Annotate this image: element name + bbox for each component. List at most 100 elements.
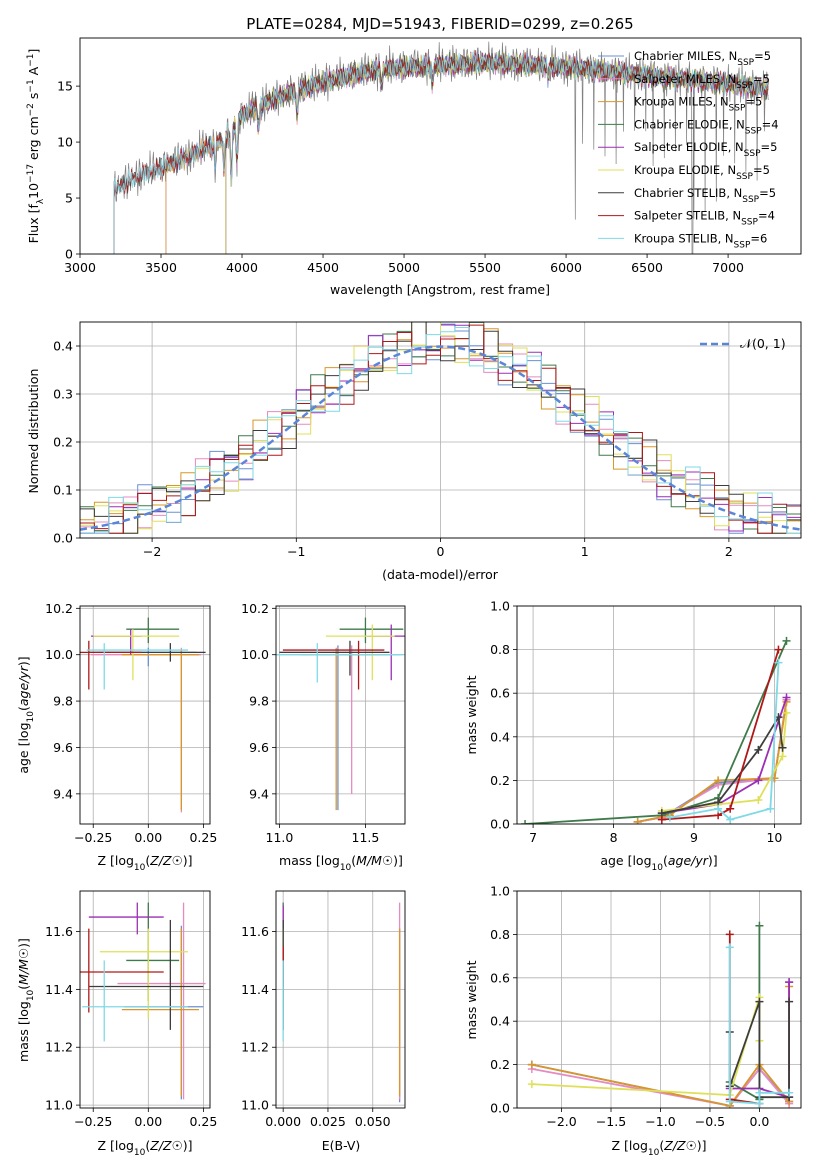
y-tick-label: 0.4	[490, 729, 510, 744]
x-tick-label: 2	[725, 544, 733, 559]
data-point-marker	[755, 997, 764, 1006]
x-axis-label: E(B-V)	[322, 1138, 361, 1153]
mass-weight-line	[531, 997, 761, 1096]
figure-title: PLATE=0284, MJD=51943, FIBERID=0299, z=0…	[246, 15, 633, 33]
x-axis-label: Z [log10(Z/Z☉)]	[97, 1138, 192, 1158]
y-tick-label: 11.4	[241, 982, 269, 997]
x-tick-label: 1	[581, 544, 589, 559]
y-tick-label: 15	[57, 79, 73, 94]
data-point-marker	[527, 1060, 536, 1069]
legend-label: Salpeter STELIB, NSSP=4	[634, 209, 775, 228]
y-tick-label: 0.2	[490, 1057, 510, 1072]
data-point-marker	[657, 815, 666, 824]
data-point-marker	[782, 693, 791, 702]
y-tick-label: 11.6	[241, 924, 269, 939]
y-tick-label: 11.0	[45, 1098, 73, 1113]
x-axis-label: wavelength [Angstrom, rest frame]	[330, 282, 550, 297]
model-spectrum-line	[113, 51, 769, 254]
x-tick-label: −0.25	[74, 830, 112, 845]
legend-label: Chabrier MILES, NSSP=5	[634, 49, 771, 68]
data-point-marker	[766, 804, 775, 813]
legend-label: Kroupa STELIB, NSSP=6	[634, 231, 767, 250]
data-point-marker	[778, 752, 787, 761]
data-point-marker	[754, 796, 763, 805]
data-point-marker	[774, 645, 783, 654]
mass-weight-line	[661, 712, 788, 812]
data-point-marker	[782, 636, 791, 645]
y-tick-label: 0.0	[490, 1101, 510, 1116]
y-tick-label: 10	[57, 135, 73, 150]
legend-label: Kroupa ELODIE, NSSP=5	[634, 163, 770, 182]
x-tick-label: 0.0	[749, 1114, 769, 1129]
plot-area-mass_vs_Z	[80, 902, 206, 1100]
y-tick-label: 1.0	[490, 599, 510, 614]
data-point-marker	[714, 776, 723, 785]
y-tick-label: 0.6	[490, 686, 510, 701]
y-tick-label: 0.6	[490, 970, 510, 985]
y-tick-label: 0.0	[53, 531, 73, 546]
y-tick-label: 0.4	[490, 1014, 510, 1029]
y-tick-label: 10.0	[241, 647, 269, 662]
mass-weight-line	[524, 640, 788, 824]
data-point-marker	[665, 813, 674, 822]
data-point-marker	[527, 1080, 536, 1089]
x-tick-label: 5000	[388, 260, 420, 275]
x-axis-label: Z [log10(Z/Z☉)]	[611, 1138, 706, 1158]
y-tick-label: 10.0	[45, 647, 73, 662]
y-axis-label: Normed distribution	[26, 369, 41, 494]
data-point-marker	[521, 820, 530, 824]
y-tick-label: 0.8	[490, 927, 510, 942]
mass-weight-line	[728, 1001, 790, 1099]
plot-area-mass_vs_ebv	[282, 902, 401, 1103]
data-point-marker	[754, 776, 763, 785]
y-tick-label: 9.8	[53, 694, 73, 709]
x-tick-label: 7	[529, 830, 537, 845]
x-tick-label: 0.025	[310, 1114, 346, 1129]
data-point-marker	[726, 804, 735, 813]
data-point-marker	[755, 1088, 764, 1097]
normal-curve	[80, 345, 801, 531]
x-tick-label: 4000	[226, 260, 258, 275]
x-tick-label: 0.050	[355, 1114, 391, 1129]
x-tick-label: 6000	[550, 260, 582, 275]
x-axis-label: age [log10(age/yr)]	[600, 853, 717, 873]
data-point-marker	[774, 658, 783, 667]
y-tick-label: 0.8	[490, 642, 510, 657]
data-point-marker	[785, 997, 794, 1006]
axes-frame-residuals	[79, 321, 802, 539]
data-point-marker	[714, 804, 723, 813]
x-tick-label: 11.5	[352, 830, 380, 845]
y-tick-label: 9.8	[249, 694, 269, 709]
data-point-marker	[725, 943, 734, 952]
y-tick-label: 11.2	[45, 1040, 73, 1055]
x-tick-label: 0.25	[189, 1114, 217, 1129]
data-point-marker	[725, 1097, 734, 1106]
y-axis-label: Flux [fλ10−17 erg cm−2 s−1 A−1]	[26, 49, 46, 244]
x-axis-label: (data-model)/error	[382, 567, 499, 582]
x-tick-label: −2	[143, 544, 161, 559]
data-point-marker	[785, 1088, 794, 1097]
y-tick-label: 0	[65, 247, 73, 262]
x-tick-label: 11.0	[266, 830, 294, 845]
y-tick-label: 0.2	[53, 435, 73, 450]
data-point-marker	[755, 921, 764, 930]
y-tick-label: 11.0	[241, 1098, 269, 1113]
axes-frame-mass_vs_ebv	[275, 890, 406, 1109]
x-tick-label: 0.000	[265, 1114, 301, 1129]
histogram-step	[80, 327, 801, 534]
y-tick-label: 9.4	[53, 786, 73, 801]
y-tick-label: 1.0	[490, 884, 510, 899]
axes-frame-spectrum	[79, 37, 802, 255]
x-tick-label: 6500	[631, 260, 663, 275]
data-point-marker	[726, 815, 735, 824]
y-axis-label: mass weight	[464, 960, 479, 1039]
plot-area-age_vs_Z	[80, 617, 206, 813]
data-point-marker	[778, 743, 787, 752]
y-axis-label: age [log10(age/yr)]	[16, 656, 36, 773]
x-tick-label: 0.00	[134, 1114, 162, 1129]
axes-frame-mass_weight_vs_Z	[516, 890, 802, 1109]
x-tick-label: −0.25	[74, 1114, 112, 1129]
x-tick-label: 5500	[469, 260, 501, 275]
y-tick-label: 10.2	[45, 601, 73, 616]
